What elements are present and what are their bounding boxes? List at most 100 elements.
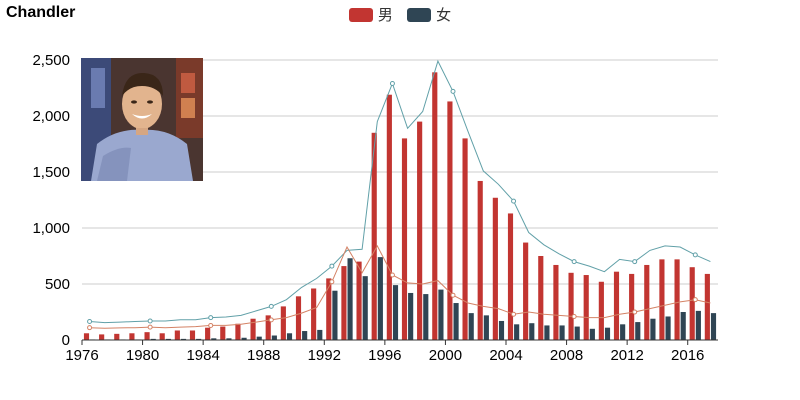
bar-male bbox=[371, 132, 377, 340]
bar-male bbox=[235, 323, 241, 340]
total-line-point bbox=[268, 303, 274, 309]
total-line-point bbox=[632, 259, 638, 265]
bar-female bbox=[544, 325, 550, 340]
bar-male bbox=[523, 242, 529, 340]
total-line-point bbox=[571, 259, 577, 265]
x-tick-label: 1980 bbox=[126, 347, 159, 364]
bar-male bbox=[174, 330, 180, 340]
bar-male bbox=[341, 266, 347, 340]
bar-female bbox=[665, 316, 671, 340]
bar-male bbox=[220, 326, 226, 340]
bar-male bbox=[159, 333, 165, 340]
total-line-point bbox=[147, 318, 153, 324]
x-tick-label: 1992 bbox=[308, 347, 341, 364]
y-tick-label: 0 bbox=[62, 332, 70, 349]
secondary-line-point bbox=[450, 292, 456, 298]
bar-female bbox=[377, 257, 383, 340]
secondary-line-point bbox=[571, 313, 577, 319]
bar-female bbox=[392, 285, 399, 340]
chart-title: Chandler bbox=[6, 4, 76, 21]
bar-male bbox=[538, 256, 544, 340]
bar-female bbox=[211, 338, 217, 340]
bar-female bbox=[347, 258, 353, 340]
bar-female bbox=[226, 338, 232, 340]
bar-female bbox=[256, 336, 262, 340]
legend-item-male[interactable]: 男 bbox=[348, 4, 393, 25]
secondary-line-point bbox=[87, 325, 93, 331]
bar-male bbox=[386, 94, 392, 340]
legend-label-female: 女 bbox=[436, 7, 452, 24]
bar-male bbox=[583, 275, 589, 340]
bar-female bbox=[680, 312, 686, 340]
bar-female bbox=[241, 337, 247, 340]
legend: 男 女 bbox=[0, 4, 800, 26]
bar-male bbox=[401, 138, 408, 340]
secondary-line-point bbox=[268, 317, 274, 323]
bar-male bbox=[507, 213, 514, 340]
x-tick-label: 2000 bbox=[429, 347, 462, 364]
x-tick-label: 2016 bbox=[671, 347, 704, 364]
bar-male bbox=[280, 306, 286, 340]
bar-male bbox=[144, 332, 150, 340]
bar-male bbox=[326, 278, 332, 340]
bar-female bbox=[468, 313, 474, 340]
bar-female bbox=[559, 325, 565, 340]
bar-male bbox=[83, 333, 90, 340]
legend-swatch-female bbox=[407, 7, 432, 22]
total-line-point bbox=[389, 81, 395, 87]
bar-male bbox=[129, 333, 135, 340]
portrait-photo bbox=[81, 58, 203, 181]
bar-female bbox=[604, 327, 611, 340]
total-line-point bbox=[511, 198, 517, 204]
bar-female bbox=[635, 322, 641, 340]
bar-male bbox=[629, 273, 635, 340]
bar-male bbox=[674, 259, 680, 340]
bar-male bbox=[492, 197, 498, 340]
bar-male bbox=[689, 267, 695, 340]
total-line-point bbox=[208, 315, 214, 321]
total-line bbox=[89, 59, 711, 324]
bar-female bbox=[302, 331, 308, 340]
y-tick-label: 1,500 bbox=[32, 164, 70, 181]
bar-female bbox=[423, 294, 429, 340]
bar-female bbox=[574, 326, 580, 340]
bar-male bbox=[250, 318, 256, 340]
x-tick-label: 2012 bbox=[610, 347, 643, 364]
secondary-line-point bbox=[511, 311, 517, 317]
total-line-point bbox=[87, 319, 93, 325]
bar-female bbox=[408, 292, 414, 340]
secondary-line-point bbox=[692, 297, 698, 303]
total-line-point bbox=[692, 252, 698, 258]
secondary-line bbox=[89, 244, 711, 329]
bar-male bbox=[462, 138, 468, 340]
bar-male bbox=[598, 281, 604, 340]
bar-female bbox=[165, 338, 171, 340]
y-tick-label: 1,000 bbox=[32, 220, 70, 237]
bar-male bbox=[447, 101, 453, 340]
bar-male bbox=[477, 180, 483, 340]
bar-male bbox=[205, 327, 211, 340]
y-tick-label: 500 bbox=[45, 276, 70, 293]
bar-male bbox=[417, 121, 423, 340]
bar-male bbox=[265, 315, 271, 340]
secondary-line-point bbox=[632, 309, 638, 315]
x-tick-label: 2004 bbox=[489, 347, 522, 364]
bar-female bbox=[438, 289, 444, 340]
bar-female bbox=[695, 310, 701, 340]
bar-female bbox=[196, 338, 202, 340]
bar-female bbox=[271, 335, 277, 340]
bar-male bbox=[553, 264, 559, 340]
y-tick-label: 2,000 bbox=[32, 108, 70, 125]
bar-male bbox=[114, 333, 120, 340]
bar-male bbox=[659, 259, 665, 340]
bar-female bbox=[514, 324, 520, 340]
total-line-point bbox=[329, 263, 335, 269]
bar-male bbox=[295, 296, 302, 340]
y-tick-label: 2,500 bbox=[32, 52, 70, 69]
bar-female bbox=[650, 318, 656, 340]
total-line-point bbox=[450, 88, 456, 94]
bar-male bbox=[432, 72, 438, 340]
legend-item-female[interactable]: 女 bbox=[407, 4, 451, 25]
bar-female bbox=[620, 324, 626, 340]
